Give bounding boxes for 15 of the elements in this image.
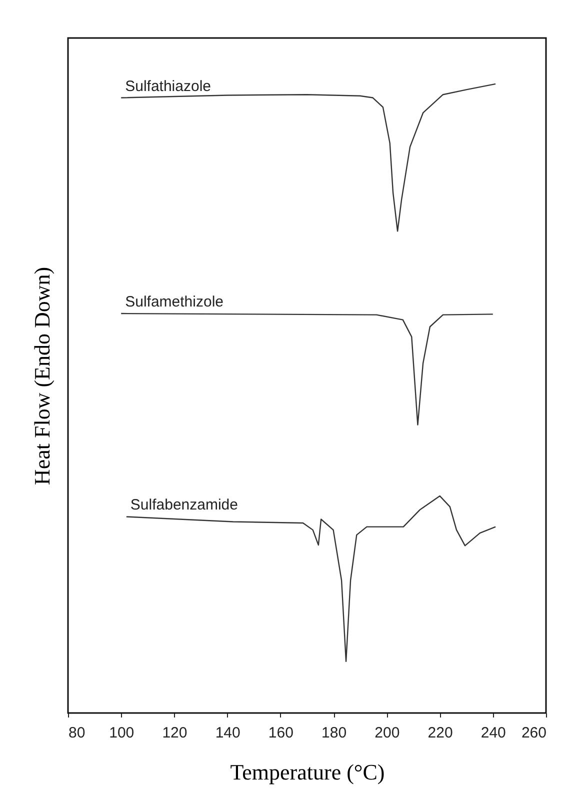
x-axis-title: Temperature (°C) bbox=[230, 760, 385, 784]
x-tick-label: 120 bbox=[162, 724, 188, 742]
series-label: Sulfathiazole bbox=[125, 78, 212, 95]
x-tick-label: 180 bbox=[322, 724, 347, 742]
x-tick-label: 100 bbox=[109, 724, 134, 742]
x-tick-label: 220 bbox=[428, 724, 453, 742]
x-tick-label: 260 bbox=[521, 724, 546, 742]
x-tick-label: 80 bbox=[68, 724, 86, 742]
x-tick-label: 240 bbox=[480, 724, 506, 742]
series-label: Sulfamethizole bbox=[125, 294, 224, 311]
series-label: Sulfabenzamide bbox=[130, 496, 238, 514]
x-tick-label: 160 bbox=[268, 724, 294, 742]
x-tick-label: 140 bbox=[215, 724, 240, 742]
x-tick-label: 200 bbox=[374, 724, 400, 742]
y-axis-title: Heat Flow (Endo Down) bbox=[30, 266, 54, 486]
